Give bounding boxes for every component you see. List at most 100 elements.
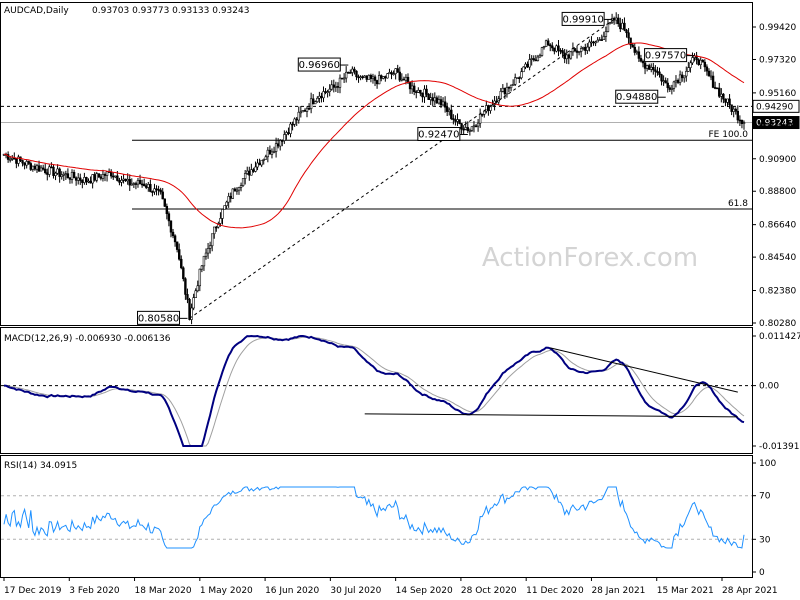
candle-body: [258, 162, 261, 166]
candle-body: [289, 123, 292, 134]
candle-body: [565, 54, 568, 60]
candle-body: [621, 22, 624, 30]
candle-body: [526, 63, 529, 68]
candle-body: [6, 154, 10, 160]
candle-body: [279, 140, 282, 147]
candle-body: [39, 167, 43, 172]
candle-body: [530, 58, 533, 60]
moving-average-line: [3, 42, 745, 229]
candle-body: [192, 297, 195, 309]
candle-body: [178, 249, 181, 260]
candle-body: [235, 189, 239, 192]
candle-body: [332, 84, 336, 88]
candle-body: [402, 78, 406, 81]
macd-tick-label: 0.011427: [759, 332, 800, 342]
macd-tick-label: 0.00: [759, 382, 779, 392]
candle-body: [161, 191, 164, 200]
candle-body: [654, 69, 657, 72]
x-tick-label: 15 Mar 2021: [657, 586, 714, 596]
candle-body: [293, 118, 296, 125]
candle-body: [384, 76, 387, 79]
candle-body: [116, 175, 119, 181]
candle-body: [87, 180, 90, 183]
candle-body: [631, 44, 634, 48]
candle-body: [122, 178, 125, 181]
candle-body: [674, 79, 678, 83]
candle-body: [217, 223, 220, 228]
candle-body: [246, 170, 249, 174]
candle-body: [448, 109, 451, 112]
price-annotation: 0.92470: [417, 126, 468, 141]
candle-body: [237, 187, 241, 191]
candle-body: [155, 188, 158, 191]
candle-body: [227, 196, 230, 203]
candle-body: [468, 129, 472, 132]
candle-body: [373, 76, 377, 81]
candle-body: [600, 39, 603, 41]
candle-body: [557, 45, 560, 51]
candle-body: [507, 86, 511, 89]
candle-body: [724, 98, 727, 103]
candle-body: [664, 80, 667, 84]
price-annotation: 0.80580: [137, 310, 188, 325]
candle-body: [184, 278, 187, 295]
candle-body: [118, 180, 121, 183]
candle-body: [625, 29, 628, 34]
macd-main-line: [3, 334, 745, 447]
candle-body: [470, 126, 474, 131]
candle-body: [691, 57, 694, 64]
uptrend-line: [189, 19, 615, 319]
candle-body: [542, 46, 546, 48]
candle-body: [303, 110, 307, 112]
candle-body: [641, 60, 645, 64]
candle-body: [283, 134, 286, 141]
candle-body: [419, 89, 422, 94]
candle-body: [534, 59, 538, 62]
candle-body: [254, 166, 257, 172]
candle-body: [285, 132, 288, 135]
candle-body: [606, 23, 610, 32]
candle-body: [598, 39, 601, 41]
candle-body: [476, 122, 480, 127]
candle-body: [705, 66, 709, 72]
candle-body: [472, 125, 476, 128]
candle-body: [126, 178, 129, 182]
candle-body: [697, 59, 700, 65]
candle-body: [707, 70, 711, 77]
candle-body: [520, 71, 523, 79]
candle-body: [340, 77, 344, 80]
candle-body: [577, 51, 581, 53]
candle-body: [499, 91, 502, 100]
candle-body: [602, 36, 606, 40]
candle-body: [15, 158, 18, 164]
candle-body: [314, 101, 317, 105]
candle-body: [297, 111, 300, 121]
candle-body: [513, 77, 517, 85]
candle-body: [163, 198, 166, 207]
candle-body: [386, 73, 389, 79]
candle-body: [60, 174, 63, 177]
candle-body: [311, 98, 315, 105]
candle-body: [320, 95, 323, 99]
x-tick-label: 3 Feb 2020: [69, 586, 120, 596]
annotation-label: 0.99910: [562, 14, 603, 25]
candle-body: [503, 87, 507, 95]
candle-body: [392, 73, 395, 75]
candle-body: [390, 72, 393, 75]
candle-body: [435, 97, 439, 104]
candle-body: [231, 188, 235, 199]
candle-body: [553, 47, 556, 52]
price-annotation: 0.96960: [297, 57, 349, 72]
candle-body: [99, 176, 103, 179]
candle-body: [35, 165, 39, 170]
candle-body: [105, 171, 109, 176]
candle-body: [50, 166, 53, 169]
candle-body: [58, 168, 61, 177]
candle-body: [140, 183, 144, 186]
candle-body: [206, 248, 210, 254]
candle-body: [27, 161, 30, 164]
candle-body: [635, 51, 639, 54]
candle-body: [180, 258, 183, 269]
candle-body: [353, 68, 356, 72]
candle-body: [736, 110, 740, 121]
